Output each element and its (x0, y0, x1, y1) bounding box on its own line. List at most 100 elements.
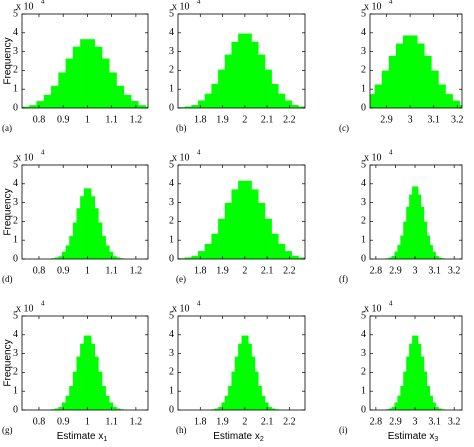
histogram-bar (224, 54, 232, 108)
histogram-bar (184, 106, 192, 108)
histogram-bar (374, 84, 383, 108)
x-tick-label: 0.9 (57, 114, 70, 125)
y-tick-label: 5 (361, 310, 366, 321)
y-tick-label: 4 (361, 178, 366, 189)
histogram-bar (224, 202, 232, 259)
histogram-bar (459, 104, 462, 108)
histogram-bar (395, 43, 404, 108)
x-tick-label: 1.1 (105, 114, 118, 125)
histogram-bar (22, 106, 30, 108)
histogram-bar (43, 94, 52, 108)
histogram-bar (403, 35, 411, 108)
x-axis-label: Estimate x1 (57, 431, 108, 443)
panel-label: (b) (176, 123, 187, 133)
histogram-bar (394, 251, 398, 259)
y-multiplier-exponent: 4 (197, 0, 201, 6)
y-tick-label: 1 (361, 385, 366, 396)
panel: 0 1 2 3 4 5 1.8 1.9 2 2.1 2.2 x 10 4 (e) (169, 149, 306, 284)
x-tick-label: 3 (408, 114, 413, 125)
histogram-bar (224, 395, 229, 410)
x-tick-label: 3.1 (428, 416, 441, 427)
x-tick-label: 2.2 (283, 114, 296, 125)
y-tick-label: 2 (361, 367, 366, 378)
histogram-bar (431, 70, 439, 108)
panel-label: (c) (339, 123, 349, 133)
histogram-bar (54, 408, 59, 410)
histogram-bar (98, 222, 103, 259)
histogram-bar (72, 222, 77, 259)
histogram-bar (228, 385, 232, 410)
histogram-bar (400, 235, 404, 259)
histogram-bar (69, 236, 74, 259)
histogram-bar (231, 189, 239, 259)
x-tick-label: 3 (413, 416, 418, 427)
histogram-bar (412, 335, 416, 410)
histogram-bar (65, 245, 70, 259)
histogram-bar (438, 257, 442, 259)
histogram-bar (214, 408, 219, 410)
panel: 0 1 2 3 4 5 0.8 0.9 1 1.1 1.2 x 10 4 (d) Frequency (2, 149, 149, 284)
y-multiplier: x 10 (16, 152, 34, 163)
histogram-bar (238, 180, 246, 259)
x-tick-label: 1.2 (130, 114, 143, 125)
histogram-bar (109, 251, 114, 259)
histogram-bar (204, 93, 212, 108)
y-axis-label: Frequency (3, 188, 14, 235)
y-tick-label: 0 (13, 404, 18, 415)
y-tick-label: 0 (361, 253, 366, 264)
histogram-bar (417, 343, 422, 410)
y-tick-label: 1 (361, 83, 366, 94)
histogram-bar (218, 218, 226, 259)
y-tick-label: 0 (361, 404, 366, 415)
histogram-bar (432, 251, 436, 259)
x-axis-label: Estimate x3 (388, 431, 439, 443)
histogram-bar (87, 188, 92, 259)
x-tick-label: 1.1 (105, 416, 118, 427)
panel-label: (f) (339, 274, 348, 284)
histogram-bar (198, 251, 206, 259)
panel-label: (d) (2, 274, 13, 284)
histogram-bar (80, 196, 85, 259)
histogram-bar (87, 335, 92, 410)
y-tick-label: 5 (361, 8, 366, 19)
y-tick-label: 4 (13, 27, 18, 38)
x-tick-label: 1.9 (216, 265, 229, 276)
x-tick-label: 3 (413, 265, 418, 276)
x-tick-label: 3.1 (427, 114, 440, 125)
y-tick-label: 2 (361, 216, 366, 227)
histogram-bar (101, 385, 106, 410)
axes-frame (369, 13, 463, 109)
histogram-bar (221, 402, 226, 410)
histogram-bar (36, 101, 45, 108)
histogram-bar (298, 106, 305, 108)
x-tick-label: 2.8 (370, 265, 383, 276)
x-axis-label-subscript: 1 (103, 436, 107, 443)
histogram-bar (391, 406, 395, 410)
histogram-bar (388, 408, 392, 410)
histogram-bar (391, 255, 395, 259)
histogram-bar (435, 406, 439, 410)
histogram-bar (94, 46, 103, 108)
y-tick-label: 2 (13, 367, 18, 378)
x-tick-label: 2.2 (283, 416, 296, 427)
y-tick-label: 3 (13, 46, 18, 57)
histogram-bar (91, 196, 95, 259)
histogram-bar (138, 105, 146, 108)
histogram-bar (72, 371, 77, 410)
histogram-bar (409, 343, 413, 410)
histogram-bar (94, 208, 99, 259)
x-tick-label: 0.8 (33, 265, 46, 276)
y-tick-label: 4 (361, 27, 366, 38)
x-tick-label: 2 (242, 416, 247, 427)
x-tick-label: 2.2 (283, 265, 296, 276)
histogram-bar (238, 343, 242, 410)
y-tick-label: 1 (13, 83, 18, 94)
y-multiplier: x 10 (172, 303, 190, 314)
histogram-bar (65, 395, 70, 410)
histogram-bar (58, 256, 63, 259)
histogram-bar (284, 251, 292, 259)
y-multiplier-exponent: 4 (41, 300, 45, 308)
histogram-bar (258, 54, 266, 108)
histogram-bar (145, 106, 148, 108)
